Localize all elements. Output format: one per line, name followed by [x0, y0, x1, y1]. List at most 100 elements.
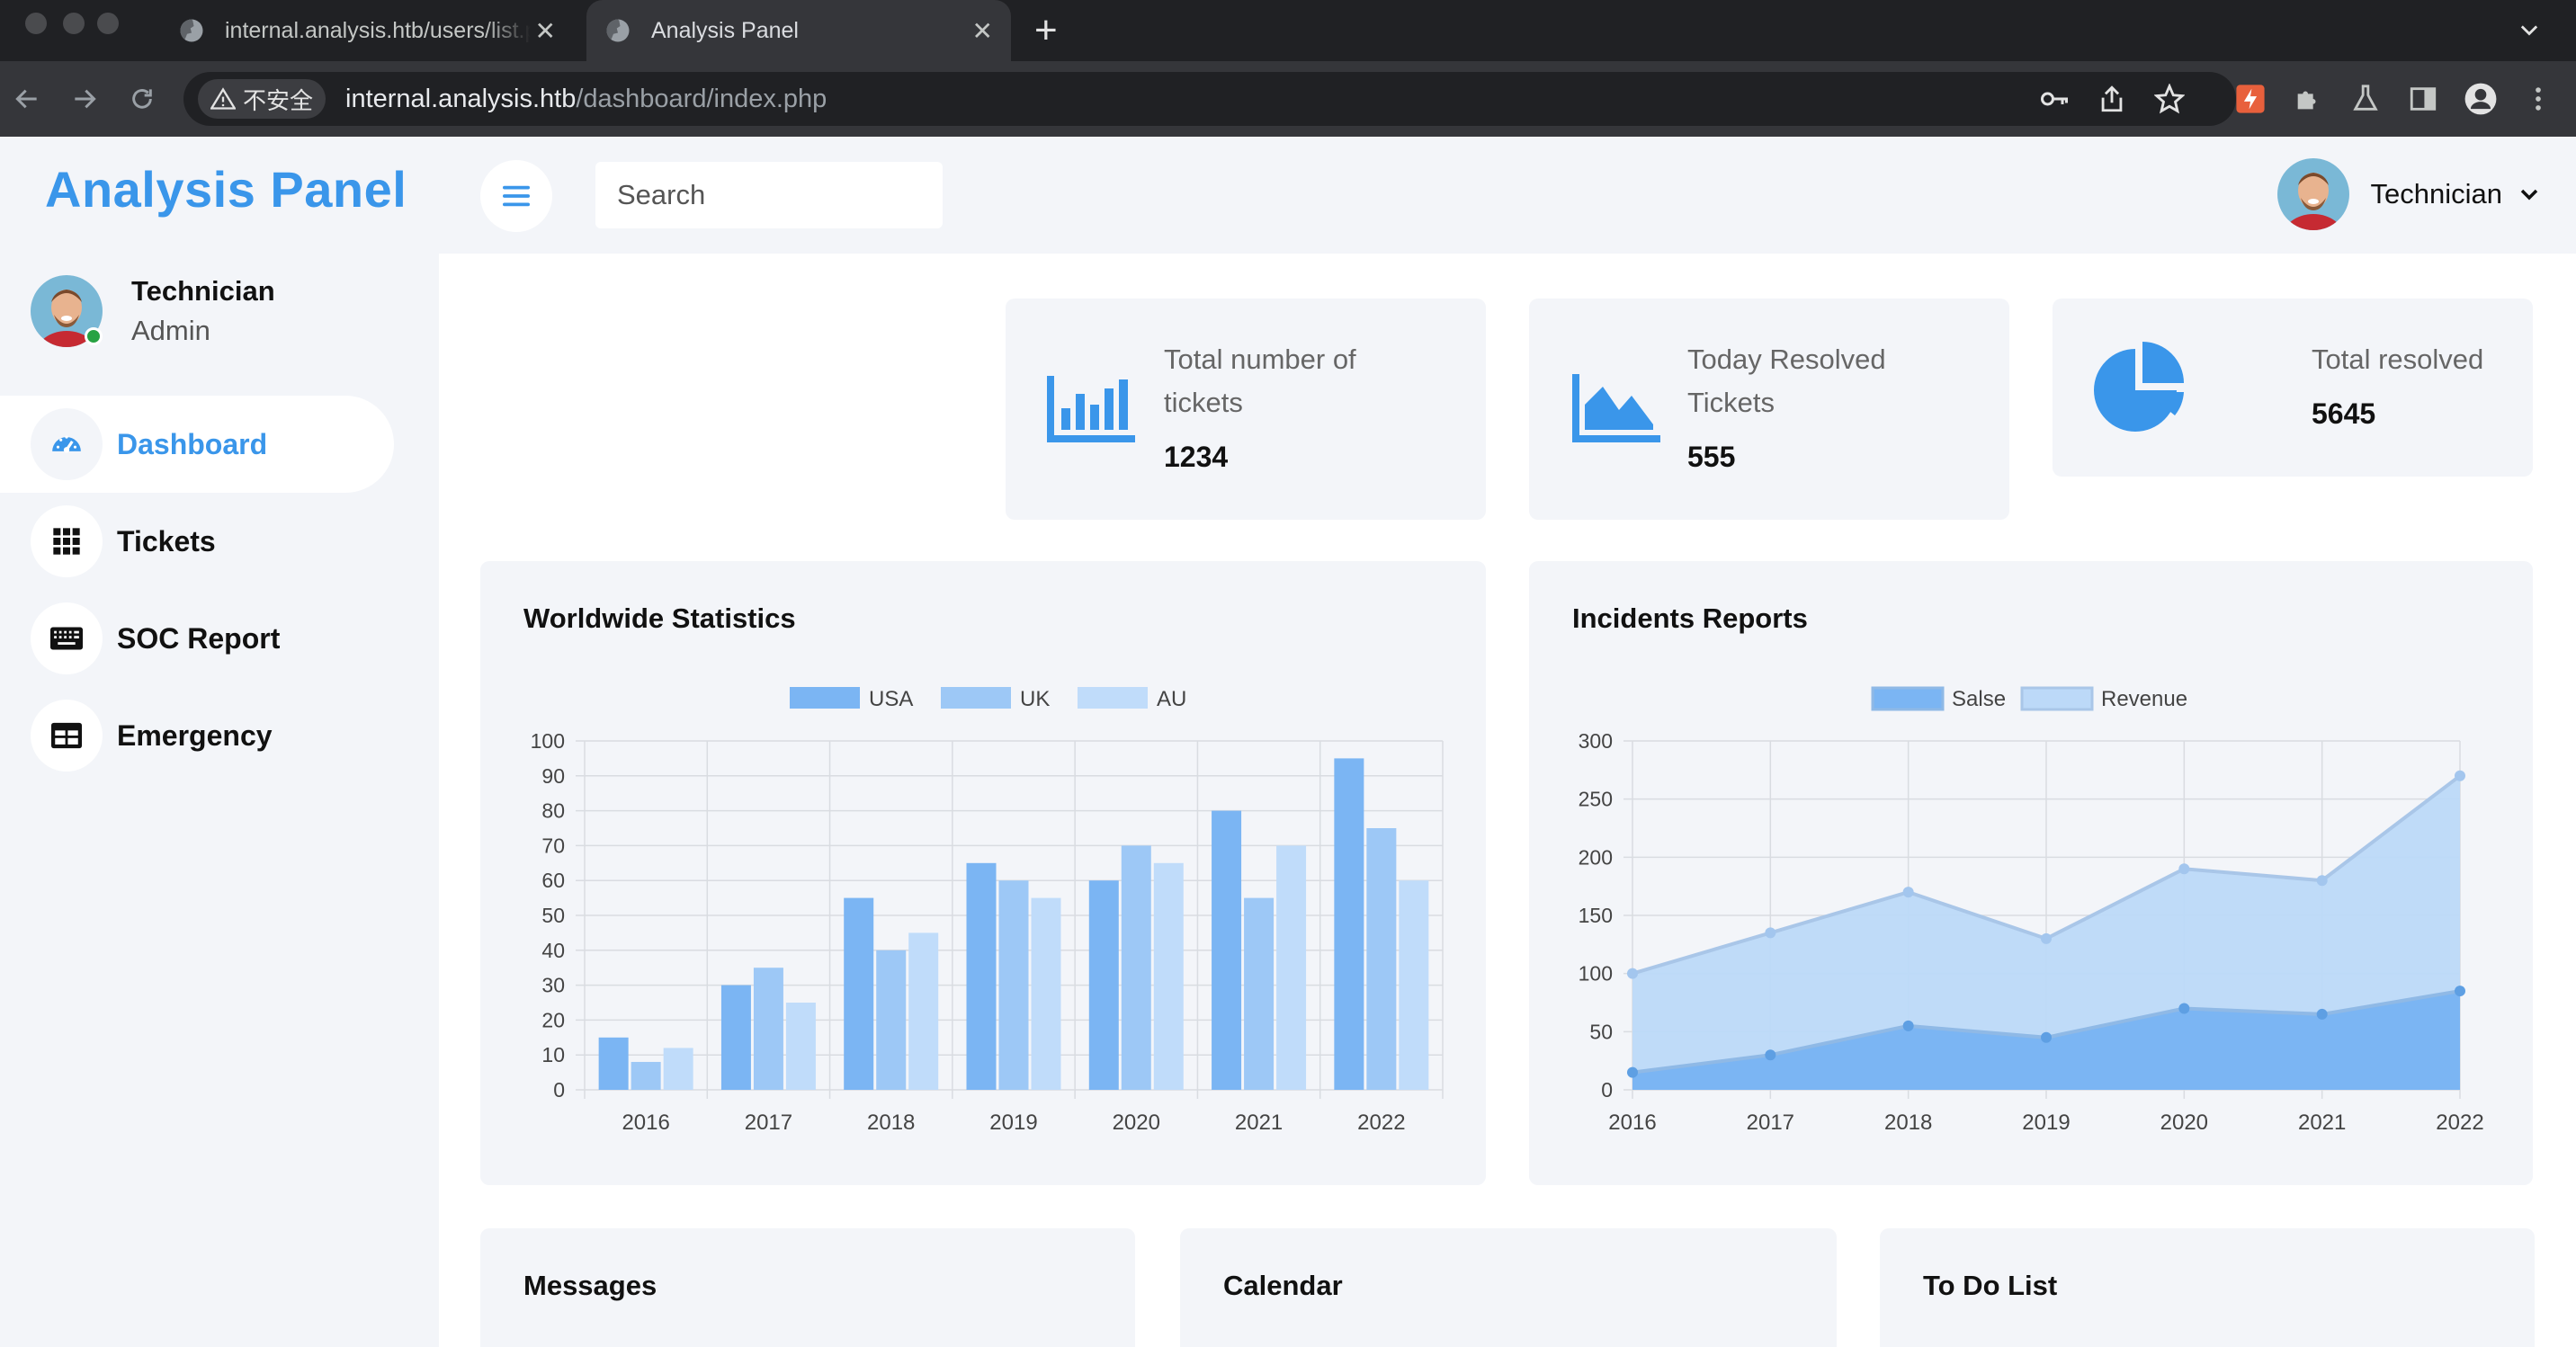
x-tick-label: 2016: [622, 1111, 669, 1135]
todo-list-panel: To Do List: [1880, 1228, 2535, 1347]
panel-title: Worldwide Statistics: [523, 602, 796, 634]
new-tab-button[interactable]: +: [1034, 8, 1058, 52]
browser-tab-analysis-panel[interactable]: Analysis Panel ✕: [586, 0, 1011, 61]
address-bar[interactable]: 不安全 internal.analysis.htb/dashboard/inde…: [183, 72, 2236, 126]
sidebar-item-label: Dashboard: [117, 427, 268, 460]
warning-icon: [210, 87, 236, 110]
y-tick-label: 20: [541, 1008, 565, 1031]
stat-label-line: tickets: [1164, 387, 1243, 418]
reload-icon: [132, 89, 152, 109]
sidebar-profile: Technician Admin: [31, 275, 275, 347]
panel-title: Calendar: [1223, 1270, 1343, 1301]
point-revenue: [2316, 875, 2328, 887]
stat-value: 555: [1687, 441, 1736, 473]
window-maximize-button[interactable]: [97, 13, 119, 34]
y-tick-label: 250: [1579, 788, 1613, 811]
sidebar-item-label: Tickets: [117, 524, 216, 558]
legend-swatch: [790, 687, 860, 709]
star-icon[interactable]: [2150, 79, 2189, 119]
x-tick-label: 2021: [1235, 1111, 1283, 1135]
sidebar-item-soc-report[interactable]: SOC Report: [0, 590, 439, 687]
browser-tab-bar: internal.analysis.htb/users/list.php ✕ A…: [0, 0, 2576, 61]
legend-swatch: [1078, 687, 1148, 709]
calendar-panel: Calendar: [1180, 1228, 1837, 1347]
y-tick-label: 200: [1579, 845, 1613, 869]
flask-icon[interactable]: [2346, 79, 2385, 119]
point-salse: [2316, 1008, 2328, 1020]
pie-chart-icon: [2094, 342, 2187, 436]
panel-title: Incidents Reports: [1572, 602, 1808, 634]
gauge-icon: [31, 408, 103, 480]
point-salse: [2041, 1031, 2052, 1043]
bar-usa: [844, 897, 874, 1090]
search-input[interactable]: [595, 162, 943, 228]
share-icon[interactable]: [2092, 79, 2132, 119]
side-panel-icon[interactable]: [2403, 79, 2443, 119]
security-chip[interactable]: 不安全: [198, 79, 326, 119]
stat-label-line: Today Resolved: [1687, 343, 1886, 375]
x-tick-label: 2022: [1357, 1111, 1405, 1135]
extension-bolt-icon[interactable]: [2231, 79, 2270, 119]
sidebar-item-tickets[interactable]: Tickets: [0, 493, 439, 590]
point-salse: [1765, 1049, 1776, 1061]
sidebar-item-emergency[interactable]: Emergency: [0, 687, 439, 784]
page: Analysis Panel Technician: [0, 137, 2576, 1347]
kebab-menu-icon[interactable]: [2518, 79, 2558, 119]
x-tick-label: 2017: [745, 1111, 792, 1135]
point-salse: [1902, 1020, 1914, 1031]
url-text: internal.analysis.htb/dashboard/index.ph…: [345, 85, 827, 114]
sidebar-item-label: SOC Report: [117, 621, 281, 655]
legend-swatch: [941, 687, 1011, 709]
online-status-dot: [85, 327, 103, 345]
close-icon[interactable]: ✕: [971, 16, 993, 45]
close-icon[interactable]: ✕: [534, 16, 556, 45]
y-tick-label: 70: [541, 834, 565, 857]
x-tick-label: 2021: [2298, 1111, 2346, 1135]
browser-toolbar: 不安全 internal.analysis.htb/dashboard/inde…: [0, 61, 2576, 137]
bar-au: [1399, 880, 1429, 1090]
incidents-reports-panel: Incidents Reports 0 50 100 150 200 250 300 2016…: [1529, 561, 2533, 1185]
key-icon[interactable]: [2035, 79, 2074, 119]
forward-button[interactable]: [67, 81, 103, 117]
brand-logo[interactable]: Analysis Panel: [45, 161, 407, 218]
browser-tab-users-list[interactable]: internal.analysis.htb/users/list.php ✕: [160, 0, 574, 61]
y-tick-label: 100: [531, 729, 565, 753]
y-tick-label: 150: [1579, 904, 1613, 927]
point-salse: [1627, 1066, 1638, 1078]
profile-role: Admin: [131, 315, 210, 346]
y-tick-label: 50: [541, 904, 565, 927]
chevron-down-icon[interactable]: [2517, 18, 2542, 43]
stat-label: Today Resolved Tickets: [1687, 338, 1886, 424]
hamburger-menu-button[interactable]: [480, 160, 552, 232]
bar-au: [1276, 845, 1307, 1090]
table-icon: [31, 700, 103, 772]
url-host: internal.analysis.htb: [345, 84, 577, 113]
chevron-down-icon: [2520, 189, 2538, 201]
point-revenue: [2041, 932, 2052, 944]
sidebar-item-dashboard[interactable]: Dashboard: [0, 396, 394, 493]
bar-uk: [1121, 845, 1151, 1090]
user-menu-dropdown[interactable]: Technician: [2276, 158, 2540, 230]
profile-icon[interactable]: [2461, 79, 2500, 119]
stat-label: Total resolved: [2312, 343, 2484, 375]
y-tick-label: 90: [541, 764, 565, 788]
y-tick-label: 50: [1589, 1020, 1613, 1043]
back-button[interactable]: [9, 81, 45, 117]
puzzle-icon[interactable]: [2288, 79, 2328, 119]
bar-usa: [1212, 810, 1242, 1090]
point-revenue: [2455, 770, 2465, 781]
window-close-button[interactable]: [25, 13, 47, 34]
bar-uk: [1366, 828, 1397, 1090]
stat-value: 5645: [2312, 397, 2376, 430]
point-revenue: [1765, 927, 1776, 939]
reload-button[interactable]: [124, 81, 160, 117]
worldwide-statistics-panel: Worldwide Statistics 0 10 20 30 40 50 60 70 80 90…: [480, 561, 1486, 1185]
window-minimize-button[interactable]: [63, 13, 85, 34]
bar-chart-icon: [1047, 376, 1135, 447]
legend-label: Revenue: [2101, 687, 2187, 711]
x-tick-label: 2016: [1608, 1111, 1656, 1135]
y-tick-label: 40: [541, 939, 565, 962]
bar-usa: [1088, 880, 1119, 1090]
point-revenue: [1627, 968, 1638, 979]
x-tick-label: 2019: [2022, 1111, 2070, 1135]
